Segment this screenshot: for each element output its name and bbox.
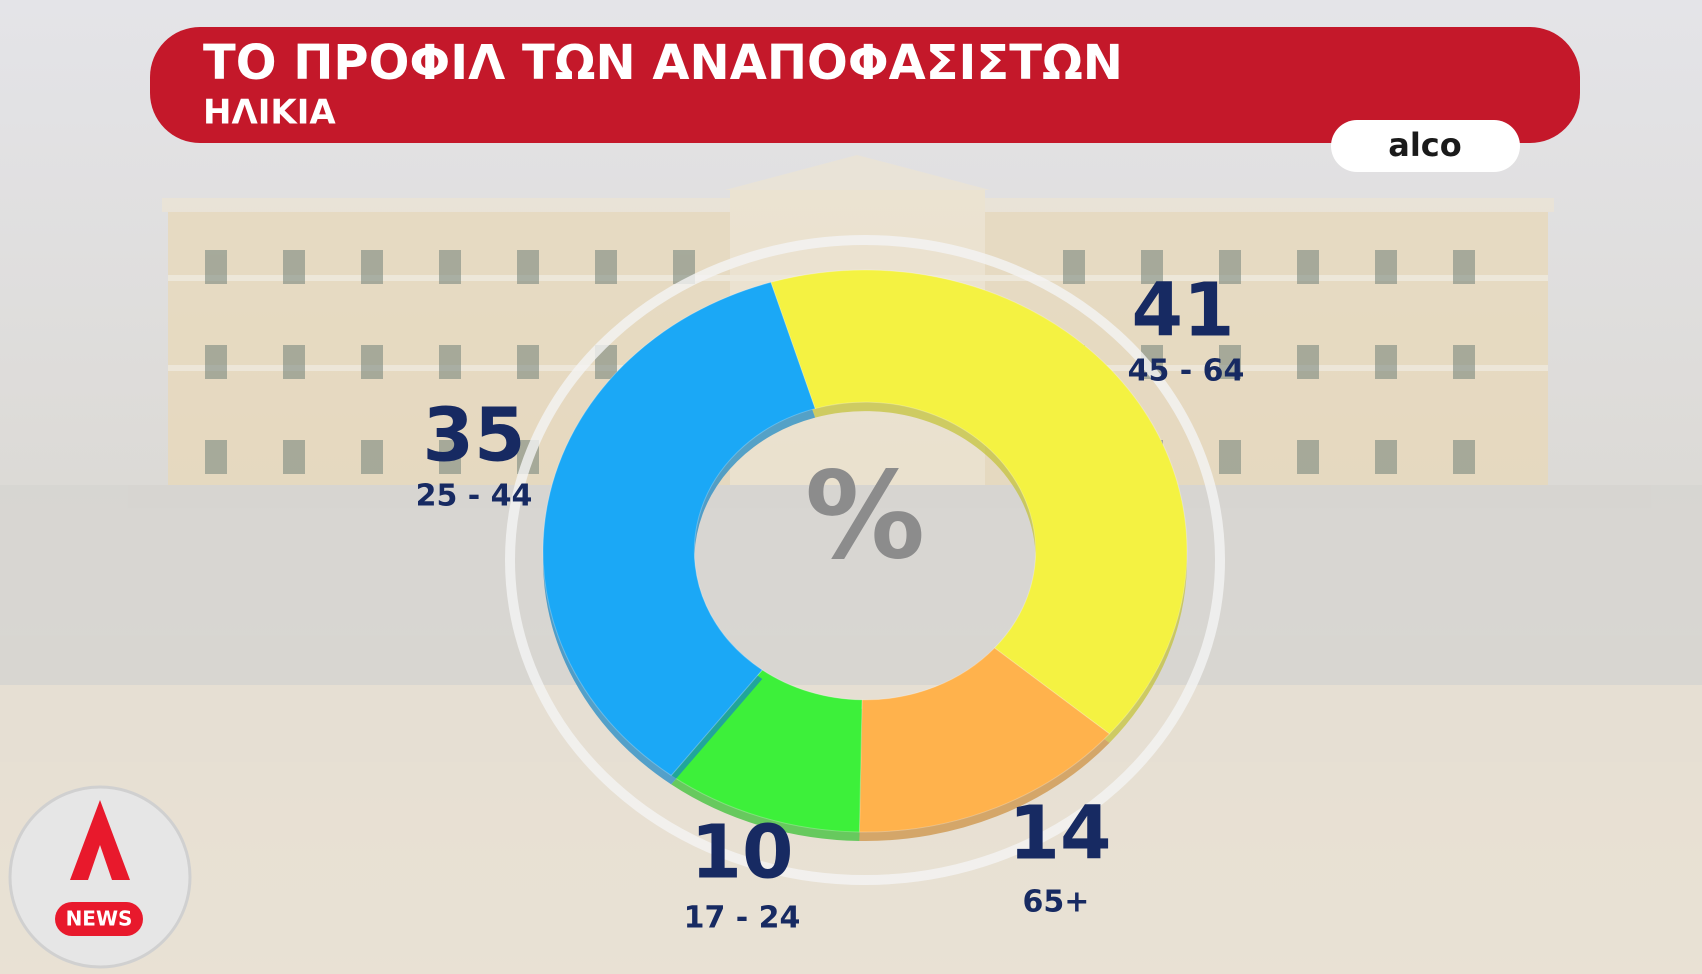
category-label: 17 - 24 — [684, 901, 801, 936]
window — [1375, 250, 1397, 284]
window — [439, 250, 461, 284]
source-badge — [1331, 120, 1520, 172]
window — [205, 440, 227, 474]
data-label: 10 — [691, 810, 794, 896]
window — [1219, 250, 1241, 284]
source: alco — [1388, 126, 1462, 164]
category-label: 65+ — [1023, 885, 1090, 920]
data-label: 14 — [1009, 791, 1112, 877]
window — [1219, 440, 1241, 474]
data-label: 35 — [423, 393, 526, 479]
window — [517, 345, 539, 379]
slice — [770, 269, 1188, 735]
data-label: 41 — [1132, 268, 1235, 354]
window — [1375, 440, 1397, 474]
window — [361, 345, 383, 379]
window — [361, 440, 383, 474]
center-label: % — [805, 448, 925, 587]
halo-ring — [505, 235, 1225, 885]
slice — [542, 281, 816, 777]
window — [673, 250, 695, 284]
chart-title: ΤΟ ΠΡΟΦΙΛ ΤΩΝ ΑΝΑΠΟΦΑΣΙΣΤΩΝ — [203, 35, 1123, 91]
window — [361, 250, 383, 284]
window — [1453, 250, 1475, 284]
category-label: 25 - 44 — [416, 479, 533, 514]
window — [1141, 250, 1163, 284]
window — [1297, 345, 1319, 379]
window — [1453, 440, 1475, 474]
window — [1063, 250, 1085, 284]
window — [517, 250, 539, 284]
window — [205, 345, 227, 379]
window — [1297, 440, 1319, 474]
window — [1219, 345, 1241, 379]
window — [1453, 345, 1475, 379]
window — [205, 250, 227, 284]
window — [595, 250, 617, 284]
window — [439, 440, 461, 474]
window — [1297, 250, 1319, 284]
window — [439, 345, 461, 379]
window — [283, 250, 305, 284]
window — [283, 345, 305, 379]
category-label: 45 - 64 — [1128, 354, 1245, 389]
title-bar — [150, 27, 1580, 143]
slice — [858, 647, 1111, 833]
brand: NEWS — [66, 907, 133, 931]
window — [283, 440, 305, 474]
chart-subtitle: ΗΛΙΚΙΑ — [203, 93, 336, 133]
logo: NEWS — [8, 785, 192, 969]
donut — [542, 269, 1188, 841]
window — [1375, 345, 1397, 379]
